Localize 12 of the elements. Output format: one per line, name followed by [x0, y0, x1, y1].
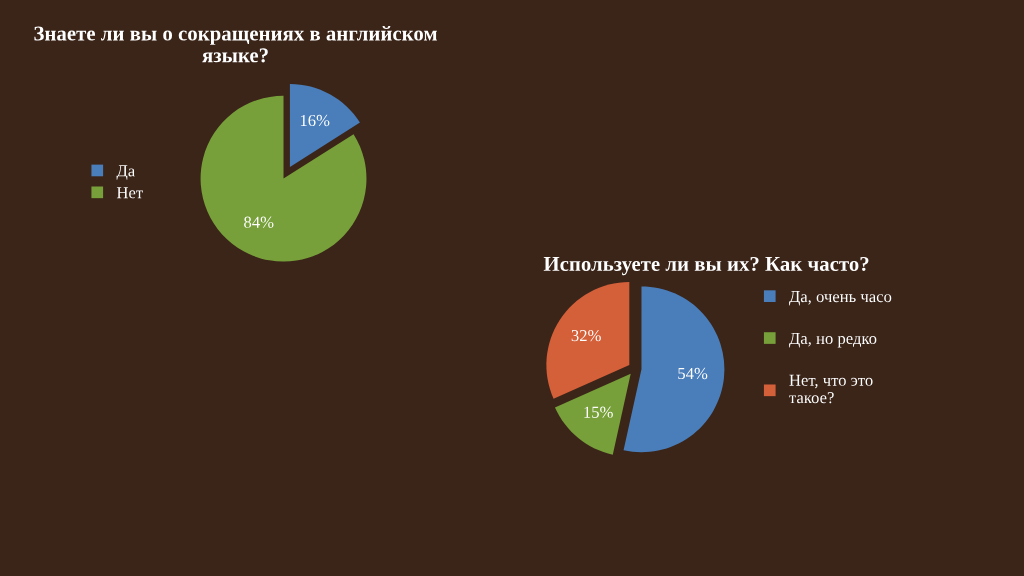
data-label: 32% — [571, 329, 601, 342]
legend-label: Да — [116, 165, 135, 180]
legend-label: Нет, что это такое? — [789, 374, 873, 404]
legend-label: Нет — [116, 187, 143, 199]
data-label: 16% — [300, 114, 330, 127]
data-label: 54% — [678, 367, 708, 380]
legend-label: Да, но редко — [789, 332, 877, 348]
chart-title: Используете ли вы их? Как часто? — [543, 256, 869, 276]
data-label: 84% — [244, 216, 274, 228]
chart-title: Знаете ли вы о сокращениях в английском языке? — [34, 26, 437, 63]
legend-label: Да, очень часо — [789, 291, 892, 306]
data-label: 15% — [584, 406, 613, 418]
